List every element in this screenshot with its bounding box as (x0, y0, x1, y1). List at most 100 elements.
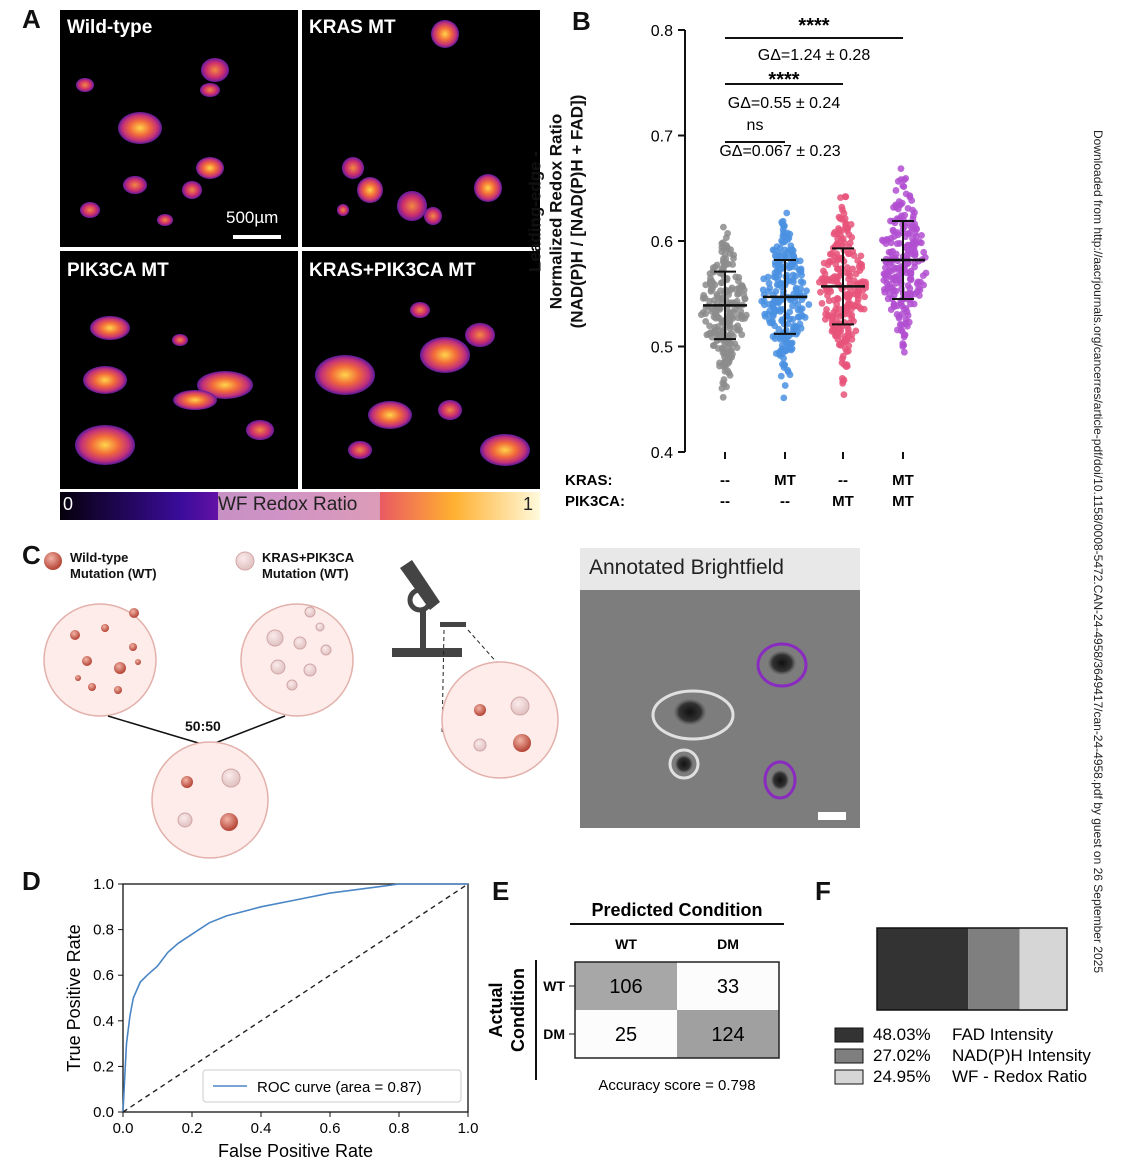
y-tick-label: 0.7 (651, 129, 673, 146)
x-axis-label: False Positive Rate (218, 1141, 373, 1161)
y-tick-label: 0.0 (93, 1104, 114, 1121)
stacked-bar-border (876, 927, 1068, 1011)
data-point (904, 311, 912, 319)
data-point (797, 265, 805, 273)
legend-swatch (834, 1048, 864, 1064)
data-point (843, 335, 851, 343)
data-point (907, 274, 915, 282)
data-point (883, 279, 891, 287)
data-point (782, 327, 790, 334)
data-point (777, 296, 785, 304)
data-point (844, 250, 852, 257)
legend-category: WF - Redox Ratio (952, 1067, 1087, 1086)
y-tick-label: 0.4 (93, 1013, 114, 1030)
cell-value: 106 (609, 976, 642, 998)
effect-size-label: GΔ=1.24 ± 0.28 (758, 47, 871, 64)
legend-label: ROC curve (area = 0.87) (257, 1079, 422, 1096)
redox-ratio-scatter-chart: 0.8 0.7 0.6 0.5 0.4 KRAS: PIK3CA: -- -- MT -- -- MT M… (565, 15, 930, 510)
data-point (785, 277, 793, 285)
pik3ca-status: -- (780, 493, 790, 510)
data-point (832, 253, 839, 261)
scale-bar (233, 235, 281, 239)
y-axis-label-line2: Normalized Redox Ratio (546, 113, 566, 310)
data-point (834, 265, 842, 273)
data-point (786, 230, 794, 238)
data-point (906, 291, 914, 298)
data-point (897, 326, 905, 334)
accuracy-score: Accuracy score = 0.798 (598, 1077, 755, 1094)
data-point (792, 323, 800, 330)
kras-status: MT (892, 472, 914, 489)
data-point (769, 246, 777, 254)
data-point (839, 206, 846, 214)
y-axis-label-line3: (NAD(P)H / [NAD(P)H + FAD]) (567, 94, 587, 329)
actual-label-1: Actual (486, 982, 506, 1037)
data-point (884, 295, 892, 303)
data-point (840, 239, 848, 247)
y-tick-label: 0.8 (93, 922, 114, 939)
legend-swatch (834, 1027, 864, 1043)
data-point (720, 376, 728, 383)
row-label-kras: KRAS: (565, 472, 613, 489)
legend-dm-text: KRAS+PIK3CA Mutation (WT) (262, 550, 355, 581)
data-point (898, 199, 906, 207)
kras-status: MT (774, 472, 796, 489)
matrix-border (574, 961, 780, 1059)
cell-value: 33 (717, 976, 739, 998)
data-point (839, 380, 847, 387)
cell-value: 25 (615, 1024, 637, 1046)
data-point (835, 213, 843, 221)
data-point (887, 239, 895, 247)
data-point (818, 299, 826, 307)
data-point (787, 262, 795, 270)
legend-percent: 48.03% (873, 1025, 931, 1044)
stacked-segment (877, 928, 969, 1010)
matrix-cell (677, 962, 779, 1010)
data-point (716, 359, 723, 367)
data-point (797, 285, 804, 292)
data-point (835, 305, 843, 313)
data-point (833, 294, 841, 302)
data-point (817, 288, 824, 296)
download-note: Downloaded from http://aacrjournals.org/… (1091, 130, 1105, 973)
data-point (842, 220, 850, 227)
kras-status: -- (720, 472, 730, 489)
data-point (911, 263, 918, 271)
data-point (722, 234, 730, 242)
roc-curve-chart: 0.00.0 0.2 0.2 0.4 0.4 0.6 0.6 0.8 0.8 1.0 1.0 ROC … (64, 876, 478, 1161)
data-point (920, 248, 928, 256)
dm-dish (240, 603, 354, 717)
pik3ca-organoids (75, 316, 274, 465)
data-point (900, 305, 908, 313)
data-point (719, 393, 727, 401)
data-point (844, 325, 852, 333)
data-point (766, 307, 773, 315)
data-point (824, 261, 832, 269)
panel-label-c: C (22, 540, 41, 570)
data-point (843, 361, 851, 368)
data-point (900, 331, 908, 339)
legend-percent: 27.02% (873, 1046, 931, 1065)
colorbar-label: WF Redox Ratio (218, 494, 358, 515)
data-point (842, 193, 850, 201)
data-point (783, 209, 791, 217)
data-point (734, 326, 741, 334)
data-point (848, 315, 856, 322)
data-point (848, 335, 856, 343)
data-point (773, 307, 781, 315)
data-point (706, 322, 713, 330)
y-tick-label: 0.5 (651, 340, 673, 357)
data-point (906, 285, 914, 292)
feature-importance-chart: 48.03% FAD Intensity 27.02% NAD(P)H Intensi… (834, 927, 1091, 1086)
legend-category: FAD Intensity (952, 1025, 1054, 1044)
effect-size-label: GΔ=0.55 ± 0.24 (728, 95, 841, 112)
data-point (717, 287, 724, 295)
data-point (922, 269, 930, 277)
plot-frame (122, 883, 469, 1113)
mix-ratio-label: 50:50 (185, 718, 221, 734)
data-point (902, 243, 910, 251)
data-point (847, 221, 855, 228)
data-point (702, 310, 709, 318)
panel-label-f: F (815, 876, 831, 906)
stacked-segment (1019, 928, 1067, 1010)
